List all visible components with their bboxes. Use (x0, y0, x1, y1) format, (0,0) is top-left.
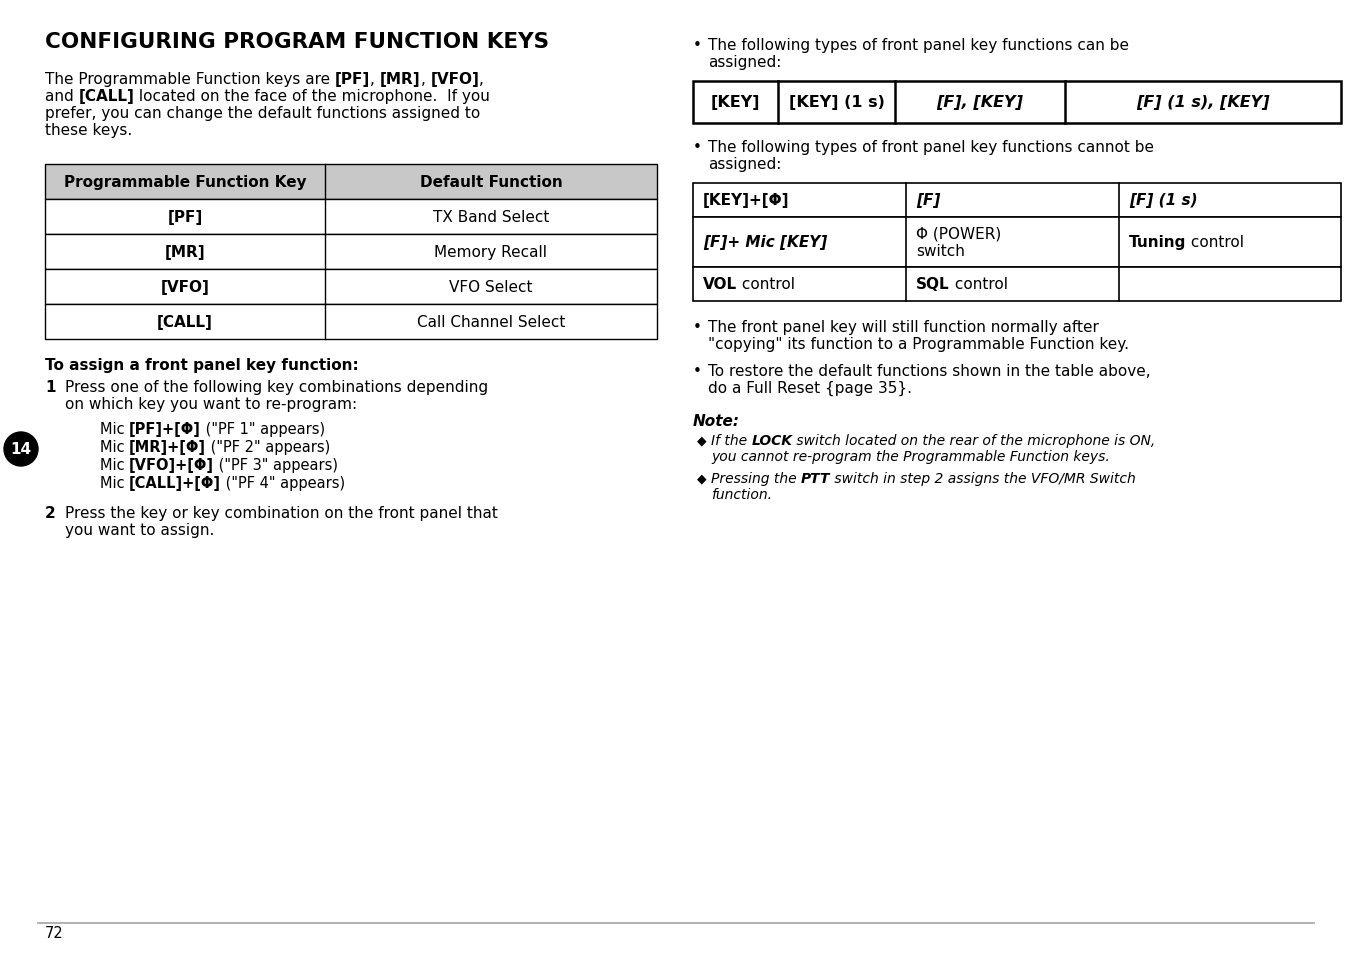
Text: assigned:: assigned: (708, 157, 781, 172)
Text: TX Band Select: TX Band Select (433, 210, 549, 225)
Text: The following types of front panel key functions can be: The following types of front panel key f… (708, 38, 1129, 53)
Text: [MR]: [MR] (165, 245, 206, 260)
Text: ("PF 3" appears): ("PF 3" appears) (214, 457, 338, 473)
Bar (45, 165, 657, 200)
Text: •: • (694, 319, 702, 335)
Bar (694, 184, 1341, 218)
Text: If the: If the (711, 434, 752, 448)
Text: [F]+ Mic [KEY]: [F]+ Mic [KEY] (703, 235, 827, 251)
Text: •: • (694, 38, 702, 53)
Text: switch in step 2 assigns the VFO/MR Switch: switch in step 2 assigns the VFO/MR Swit… (830, 472, 1136, 485)
Text: [PF]: [PF] (168, 210, 203, 225)
Text: control: control (737, 276, 795, 292)
Text: [VFO]: [VFO] (161, 280, 210, 294)
Circle shape (4, 433, 38, 467)
Text: [VFO]: [VFO] (430, 71, 479, 87)
Text: The front panel key will still function normally after: The front panel key will still function … (708, 319, 1099, 335)
Text: [CALL]: [CALL] (157, 314, 212, 330)
Text: PTT: PTT (800, 472, 830, 485)
Text: Pressing the: Pressing the (711, 472, 800, 485)
Bar (45, 270, 657, 305)
Text: you want to assign.: you want to assign. (65, 522, 215, 537)
Text: The Programmable Function keys are: The Programmable Function keys are (45, 71, 335, 87)
Text: located on the face of the microphone.  If you: located on the face of the microphone. I… (134, 89, 491, 104)
Text: Mic: Mic (100, 476, 130, 491)
Text: VFO Select: VFO Select (449, 280, 533, 294)
Text: •: • (694, 140, 702, 154)
Text: ("PF 1" appears): ("PF 1" appears) (201, 421, 326, 436)
Text: Tuning: Tuning (1129, 234, 1186, 250)
Text: ,: , (479, 71, 484, 87)
Text: SQL: SQL (917, 276, 949, 292)
Text: 72: 72 (45, 925, 64, 940)
Text: [F]: [F] (917, 193, 941, 209)
Text: control: control (1186, 234, 1244, 250)
Text: Programmable Function Key: Programmable Function Key (64, 174, 307, 190)
Text: on which key you want to re-program:: on which key you want to re-program: (65, 396, 357, 412)
Text: [F] (1 s), [KEY]: [F] (1 s), [KEY] (1136, 95, 1270, 111)
Text: [F], [KEY]: [F], [KEY] (937, 95, 1023, 111)
Text: Memory Recall: Memory Recall (434, 245, 548, 260)
Text: [KEY]: [KEY] (711, 95, 760, 111)
Text: [PF]+[Φ]: [PF]+[Φ] (130, 421, 201, 436)
Text: VOL: VOL (703, 276, 737, 292)
Text: Φ (POWER): Φ (POWER) (917, 226, 1002, 241)
Text: ("PF 4" appears): ("PF 4" appears) (222, 476, 345, 491)
Text: ("PF 2" appears): ("PF 2" appears) (207, 439, 330, 455)
Text: 1: 1 (45, 379, 55, 395)
Text: CONFIGURING PROGRAM FUNCTION KEYS: CONFIGURING PROGRAM FUNCTION KEYS (45, 32, 549, 52)
Text: prefer, you can change the default functions assigned to: prefer, you can change the default funct… (45, 106, 480, 121)
Text: switch located on the rear of the microphone is ON,: switch located on the rear of the microp… (792, 434, 1156, 448)
Text: 2: 2 (45, 505, 55, 520)
Text: 14: 14 (11, 442, 31, 457)
Text: control: control (949, 276, 1007, 292)
Text: Mic: Mic (100, 421, 130, 436)
Bar (694, 268, 1341, 302)
Text: assigned:: assigned: (708, 55, 781, 70)
Text: [F] (1 s): [F] (1 s) (1129, 193, 1198, 209)
Text: these keys.: these keys. (45, 123, 132, 138)
Text: and: and (45, 89, 78, 104)
Text: you cannot re-program the Programmable Function keys.: you cannot re-program the Programmable F… (711, 450, 1110, 463)
Text: [KEY] (1 s): [KEY] (1 s) (788, 95, 884, 111)
Bar (694, 82, 1341, 124)
Text: •: • (694, 364, 702, 378)
Text: Press the key or key combination on the front panel that: Press the key or key combination on the … (65, 505, 498, 520)
Text: ,: , (420, 71, 430, 87)
Text: The following types of front panel key functions cannot be: The following types of front panel key f… (708, 140, 1155, 154)
Text: [KEY]+[Φ]: [KEY]+[Φ] (703, 193, 790, 209)
Text: To assign a front panel key function:: To assign a front panel key function: (45, 357, 358, 373)
Text: [CALL]+[Φ]: [CALL]+[Φ] (130, 476, 222, 491)
Text: Default Function: Default Function (419, 174, 562, 190)
Text: ◆: ◆ (698, 472, 707, 484)
Text: Press one of the following key combinations depending: Press one of the following key combinati… (65, 379, 488, 395)
Text: Mic: Mic (100, 457, 130, 473)
Text: [MR]: [MR] (380, 71, 420, 87)
Text: [CALL]: [CALL] (78, 89, 134, 104)
Text: [MR]+[Φ]: [MR]+[Φ] (130, 439, 207, 455)
Text: switch: switch (917, 244, 965, 259)
Text: ◆: ◆ (698, 434, 707, 447)
Text: function.: function. (711, 488, 772, 501)
Text: [VFO]+[Φ]: [VFO]+[Φ] (130, 457, 214, 473)
Text: Call Channel Select: Call Channel Select (416, 314, 565, 330)
Text: To restore the default functions shown in the table above,: To restore the default functions shown i… (708, 364, 1151, 378)
Bar (45, 200, 657, 234)
Text: LOCK: LOCK (752, 434, 792, 448)
Text: [PF]: [PF] (335, 71, 370, 87)
Text: "copying" its function to a Programmable Function key.: "copying" its function to a Programmable… (708, 336, 1129, 352)
Text: do a Full Reset {page 35}.: do a Full Reset {page 35}. (708, 380, 913, 395)
Bar (694, 218, 1341, 268)
Bar (45, 234, 657, 270)
Text: Note:: Note: (694, 414, 740, 429)
Text: Mic: Mic (100, 439, 130, 455)
Bar (45, 305, 657, 339)
Text: ,: , (370, 71, 380, 87)
